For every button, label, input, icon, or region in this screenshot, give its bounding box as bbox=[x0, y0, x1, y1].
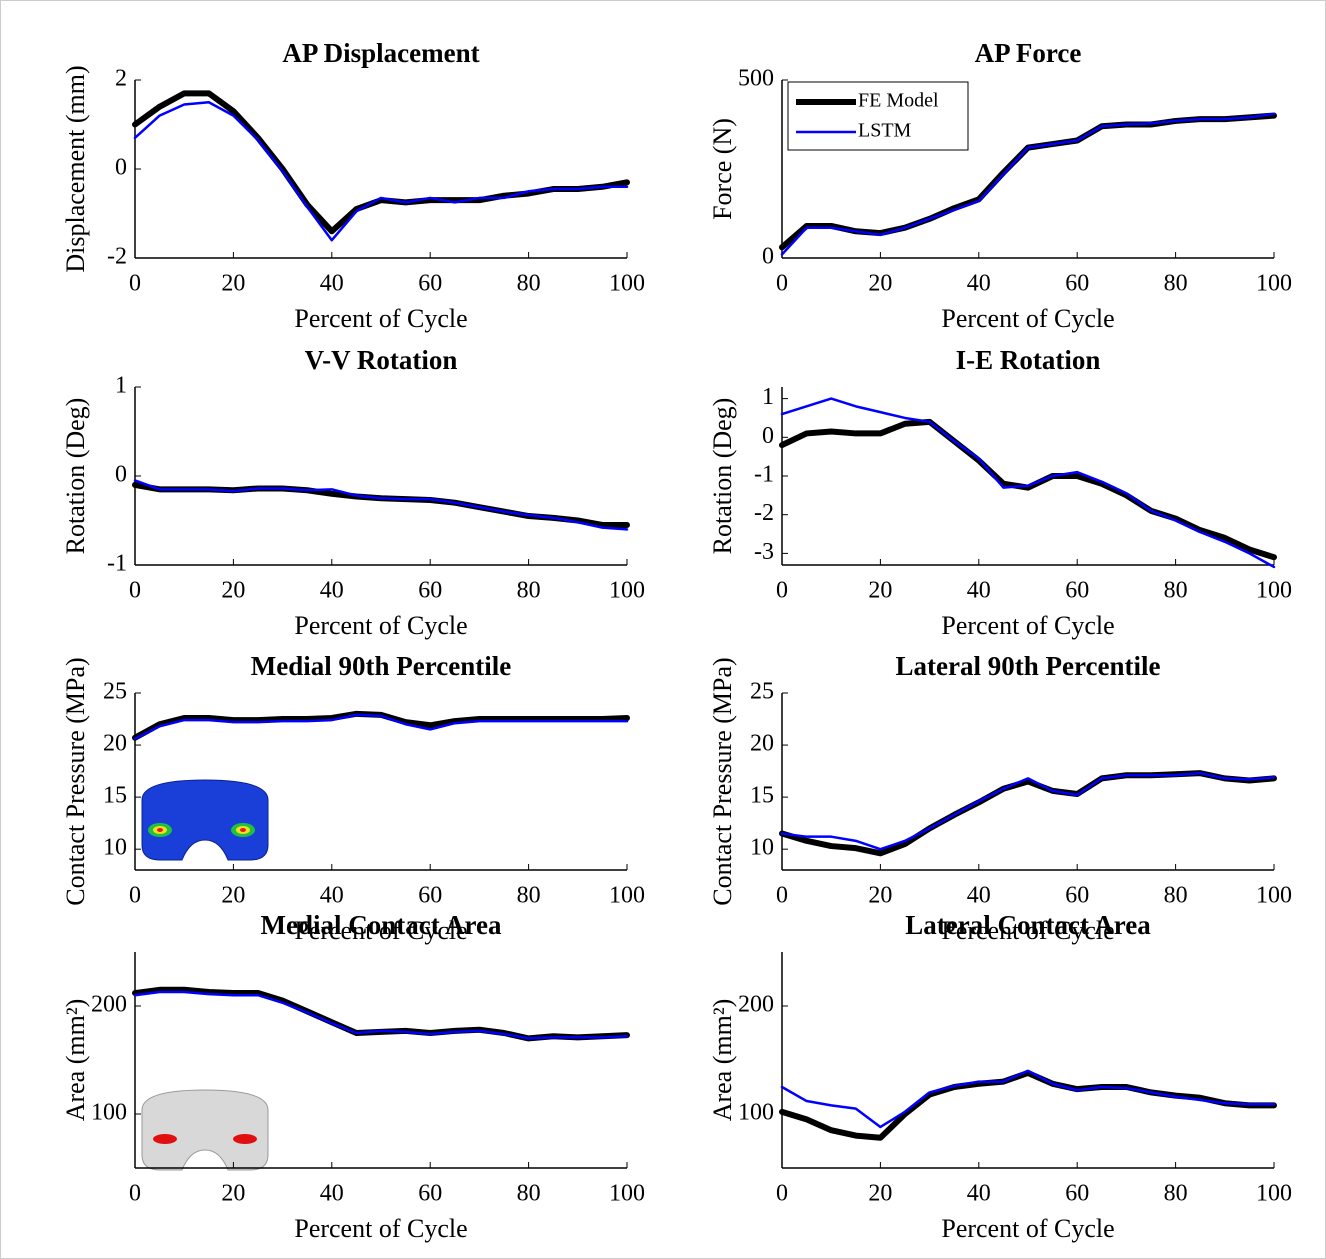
x-tick-label: 100 bbox=[1256, 883, 1292, 909]
x-tick-label: 40 bbox=[967, 271, 991, 297]
x-tick-label: 20 bbox=[221, 578, 245, 604]
y-tick-label: 10 bbox=[750, 835, 774, 861]
x-tick-label: 20 bbox=[221, 883, 245, 909]
y-tick-label: 200 bbox=[738, 992, 774, 1018]
chart-title: AP Force bbox=[975, 38, 1082, 68]
x-tick-label: 60 bbox=[1065, 883, 1089, 909]
x-tick-label: 80 bbox=[517, 271, 541, 297]
x-tick-label: 0 bbox=[776, 1181, 788, 1207]
y-tick-label: 0 bbox=[762, 244, 774, 270]
x-tick-label: 60 bbox=[418, 271, 442, 297]
x-axis-label: Percent of Cycle bbox=[294, 304, 467, 333]
y-tick-label: 15 bbox=[103, 783, 127, 809]
x-axis-label: Percent of Cycle bbox=[294, 611, 467, 640]
x-tick-label: 0 bbox=[129, 883, 141, 909]
y-tick-label: 15 bbox=[750, 783, 774, 809]
figure: AP Displacement020406080100-202Percent o… bbox=[0, 0, 1326, 1259]
x-tick-label: 40 bbox=[320, 271, 344, 297]
frame bbox=[1, 1, 1326, 1259]
x-tick-label: 0 bbox=[129, 578, 141, 604]
x-tick-label: 80 bbox=[1164, 578, 1188, 604]
x-axis-label: Percent of Cycle bbox=[941, 611, 1114, 640]
y-axis-label: Force (N) bbox=[708, 118, 737, 220]
x-tick-label: 40 bbox=[967, 883, 991, 909]
chart-title: Medial Contact Area bbox=[261, 910, 502, 940]
x-tick-label: 20 bbox=[868, 883, 892, 909]
x-tick-label: 0 bbox=[129, 271, 141, 297]
x-tick-label: 60 bbox=[418, 578, 442, 604]
legend-label: LSTM bbox=[858, 120, 912, 142]
y-axis-label: Area (mm²) bbox=[61, 999, 90, 1122]
x-tick-label: 0 bbox=[776, 578, 788, 604]
x-tick-label: 100 bbox=[1256, 578, 1292, 604]
chart-title: Lateral 90th Percentile bbox=[896, 651, 1161, 681]
y-tick-label: 25 bbox=[103, 679, 127, 705]
y-tick-label: 0 bbox=[115, 155, 127, 181]
y-tick-label: -3 bbox=[754, 539, 774, 565]
chart-title: AP Displacement bbox=[282, 38, 479, 68]
x-tick-label: 20 bbox=[221, 271, 245, 297]
y-tick-label: 0 bbox=[762, 423, 774, 449]
y-tick-label: -2 bbox=[107, 244, 127, 270]
y-tick-label: 100 bbox=[738, 1100, 774, 1126]
x-tick-label: 80 bbox=[517, 883, 541, 909]
y-tick-label: -2 bbox=[754, 500, 774, 526]
y-tick-label: 100 bbox=[91, 1100, 127, 1126]
y-tick-label: 2 bbox=[115, 66, 127, 92]
x-tick-label: 60 bbox=[418, 883, 442, 909]
y-tick-label: 1 bbox=[115, 373, 127, 399]
x-tick-label: 0 bbox=[776, 883, 788, 909]
x-tick-label: 40 bbox=[967, 578, 991, 604]
legend-label: FE Model bbox=[858, 90, 939, 112]
y-axis-label: Contact Pressure (MPa) bbox=[61, 657, 90, 905]
y-axis-label: Rotation (Deg) bbox=[61, 398, 90, 555]
x-tick-label: 40 bbox=[320, 883, 344, 909]
y-tick-label: 1 bbox=[762, 384, 774, 410]
y-tick-label: 500 bbox=[738, 66, 774, 92]
x-tick-label: 80 bbox=[1164, 1181, 1188, 1207]
y-tick-label: -1 bbox=[754, 462, 774, 488]
x-tick-label: 60 bbox=[1065, 271, 1089, 297]
chart-title: V-V Rotation bbox=[305, 345, 458, 375]
y-tick-label: 20 bbox=[750, 731, 774, 757]
x-tick-label: 100 bbox=[609, 1181, 645, 1207]
x-tick-label: 100 bbox=[609, 271, 645, 297]
x-axis-label: Percent of Cycle bbox=[294, 1214, 467, 1243]
x-tick-label: 60 bbox=[1065, 578, 1089, 604]
x-tick-label: 100 bbox=[609, 883, 645, 909]
y-axis-label: Contact Pressure (MPa) bbox=[708, 657, 737, 905]
x-tick-label: 20 bbox=[868, 271, 892, 297]
x-tick-label: 40 bbox=[320, 1181, 344, 1207]
x-tick-label: 40 bbox=[320, 578, 344, 604]
x-tick-label: 20 bbox=[868, 578, 892, 604]
y-axis-label: Displacement (mm) bbox=[61, 65, 90, 272]
x-axis-label: Percent of Cycle bbox=[941, 304, 1114, 333]
y-tick-label: 25 bbox=[750, 679, 774, 705]
x-axis-label: Percent of Cycle bbox=[941, 1214, 1114, 1243]
chart-title: I-E Rotation bbox=[956, 345, 1101, 375]
y-axis-label: Rotation (Deg) bbox=[708, 398, 737, 555]
chart-title: Medial 90th Percentile bbox=[251, 651, 511, 681]
chart-title: Lateral Contact Area bbox=[905, 910, 1151, 940]
x-tick-label: 20 bbox=[221, 1181, 245, 1207]
y-axis-label: Area (mm²) bbox=[708, 999, 737, 1122]
x-tick-label: 80 bbox=[1164, 883, 1188, 909]
x-tick-label: 100 bbox=[609, 578, 645, 604]
x-tick-label: 60 bbox=[418, 1181, 442, 1207]
x-tick-label: 100 bbox=[1256, 1181, 1292, 1207]
y-tick-label: -1 bbox=[107, 551, 127, 577]
y-tick-label: 20 bbox=[103, 731, 127, 757]
x-tick-label: 20 bbox=[868, 1181, 892, 1207]
x-tick-label: 80 bbox=[517, 1181, 541, 1207]
y-tick-label: 10 bbox=[103, 835, 127, 861]
x-tick-label: 60 bbox=[1065, 1181, 1089, 1207]
x-tick-label: 80 bbox=[517, 578, 541, 604]
x-tick-label: 0 bbox=[129, 1181, 141, 1207]
x-tick-label: 0 bbox=[776, 271, 788, 297]
y-tick-label: 200 bbox=[91, 992, 127, 1018]
y-tick-label: 0 bbox=[115, 462, 127, 488]
x-tick-label: 80 bbox=[1164, 271, 1188, 297]
x-tick-label: 40 bbox=[967, 1181, 991, 1207]
x-tick-label: 100 bbox=[1256, 271, 1292, 297]
